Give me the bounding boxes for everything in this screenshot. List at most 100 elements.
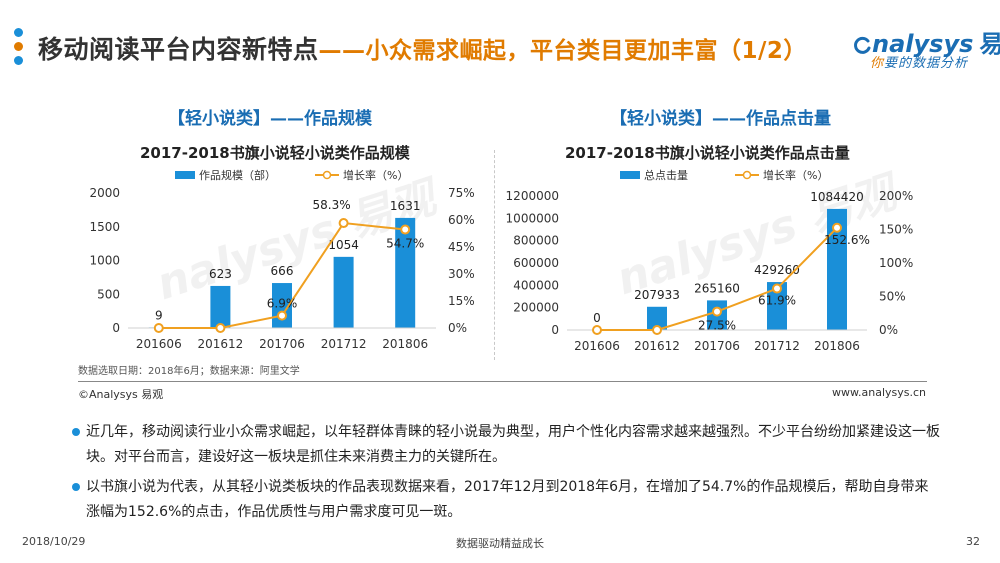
growth-rate-point [215,323,226,333]
logo-zh-text: 易观 [979,30,1000,58]
legend-line-label: 增长率（%） [343,168,408,182]
y-axis-tick-label: 500 [97,287,120,301]
decoration-dot [14,42,23,51]
legend-line-marker [322,170,332,180]
logo-brand-text: nalysys [872,30,974,58]
decoration-dot [14,56,23,65]
y-axis-tick-label: 2000 [89,186,120,200]
right-chart-title: 2017-2018书旗小说轻小说类作品点击量 [565,144,850,162]
y2-axis-tick-label: 0% [448,321,467,335]
legend-bar-swatch [175,171,195,179]
bar-value-label: 9 [155,308,163,322]
growth-rate-point [277,310,287,321]
x-axis-tick-label: 201612 [634,339,680,353]
y2-axis-tick-label: 200% [879,189,913,203]
bullet-dot-icon [72,428,80,436]
chart-legend: 作品规模（部） 增长率（%） [175,168,408,182]
page-slogan: 数据驱动精益成长 [456,537,544,550]
y-axis-tick-label: 1000000 [506,211,559,225]
y2-axis-tick-label: 50% [879,290,906,304]
chart-legend: 总点击量 增长率（%） [620,168,828,182]
y2-axis-tick-label: 45% [448,240,475,254]
page-title-sub: ——小众需求崛起，平台类目更加丰富（1/2） [318,38,807,64]
right-section-title: 【轻小说类】——作品点击量 [610,109,831,129]
page-number: 32 [966,535,980,548]
left-chart-title: 2017-2018书旗小说轻小说类作品规模 [140,144,410,162]
copyright-text: ©Analysys 易观 [78,388,164,401]
x-axis-tick-label: 201612 [197,337,243,351]
y2-axis-tick-label: 75% [448,186,475,200]
bar [395,217,416,328]
insight-item: 以书旗小说为代表，从其轻小说类板块的作品表现数据来看，2017年12月到2018… [70,475,940,525]
growth-rate-label: 58.3% [313,198,351,212]
y-axis-tick-label: 1500 [89,220,120,234]
bar-value-label: 429260 [754,263,800,277]
x-axis-tick-label: 201712 [321,337,367,351]
insight-list: 近几年，移动阅读行业小众需求崛起，以年轻群体青睐的轻小说最为典型，用户个性化内容… [70,420,940,530]
y-axis-tick-label: 1000 [89,254,120,268]
x-axis-tick-label: 201806 [814,339,860,353]
bar-value-label: 1084420 [810,190,863,204]
growth-rate-label: 27.5% [698,319,736,333]
works-scale-chart: 作品规模（部） 增长率（%） 0 500 1000 1500 2000 0% 15% 30% 45%… [89,168,475,351]
growth-rate-label: 6.9% [267,297,298,311]
x-axis-tick-label: 201706 [694,339,740,353]
x-axis-tick-label: 201712 [754,339,800,353]
logo-tagline: 你要的数据分析 [870,52,968,71]
bar [333,256,354,328]
bar-value-label: 207933 [634,288,680,302]
legend-bar-label: 作品规模（部） [199,168,276,182]
bar-value-label: 265160 [694,281,740,295]
logo-swirl-icon [854,36,871,54]
y2-axis-tick-label: 0% [879,323,898,337]
growth-rate-point [652,325,662,335]
clicks-chart: 总点击量 增长率（%） 0 200000 400000 600000 800000 10000… [506,168,914,353]
page-title: 移动阅读平台内容新特点——小众需求崛起，平台类目更加丰富（1/2） [38,30,807,66]
x-axis-tick-label: 201606 [574,339,620,353]
bar [767,282,787,330]
y2-axis-tick-label: 60% [448,213,475,227]
website-link[interactable]: www.analysys.cn [832,386,926,399]
left-section-title: 【轻小说类】——作品规模 [168,109,372,129]
growth-rate-point [832,222,842,233]
insight-text: 近几年，移动阅读行业小众需求崛起，以年轻群体青睐的轻小说最为典型，用户个性化内容… [86,424,940,465]
legend-line-marker [742,170,752,180]
logo-tagline-highlight: 你 [870,56,885,71]
y2-axis-tick-label: 30% [448,267,475,281]
legend-line-label: 增长率（%） [763,168,828,182]
y-axis-tick-label: 600000 [513,256,559,270]
insight-item: 近几年，移动阅读行业小众需求崛起，以年轻群体青睐的轻小说最为典型，用户个性化内容… [70,420,940,470]
logo-tagline-text: 要的数据分析 [884,56,969,71]
decoration-dot [14,28,23,37]
y2-axis-tick-label: 150% [879,223,913,237]
y-axis-tick-label: 800000 [513,234,559,248]
y-axis-tick-label: 0 [551,323,559,337]
bar [647,306,667,330]
growth-rate-point [338,218,349,229]
bar-value-label: 666 [271,264,294,278]
insight-text: 以书旗小说为代表，从其轻小说类板块的作品表现数据来看，2017年12月到2018… [86,479,929,520]
x-axis-tick-label: 201606 [136,337,182,351]
bullet-dot-icon [72,483,80,491]
bar-value-label: 623 [209,267,232,281]
x-axis-tick-label: 201706 [259,337,305,351]
growth-rate-point [400,224,411,235]
footer-divider [78,381,927,382]
bar-value-label: 1054 [328,238,359,252]
bar [827,208,847,330]
growth-rate-label: 152.6% [824,233,870,247]
growth-rate-point [153,323,164,333]
growth-rate-label: 54.7% [386,237,424,251]
x-axis-tick-label: 201806 [382,337,428,351]
growth-rate-point [712,306,722,317]
data-source-note: 数据选取日期：2018年6月；数据来源：阿里文学 [78,366,300,377]
legend-bar-label: 总点击量 [644,168,688,182]
y-axis-tick-label: 200000 [513,301,559,315]
bar [210,285,231,328]
growth-rate-point [592,325,602,335]
y-axis-tick-label: 0 [112,321,120,335]
chart-divider [494,150,495,360]
title-decoration-dots [14,28,24,74]
